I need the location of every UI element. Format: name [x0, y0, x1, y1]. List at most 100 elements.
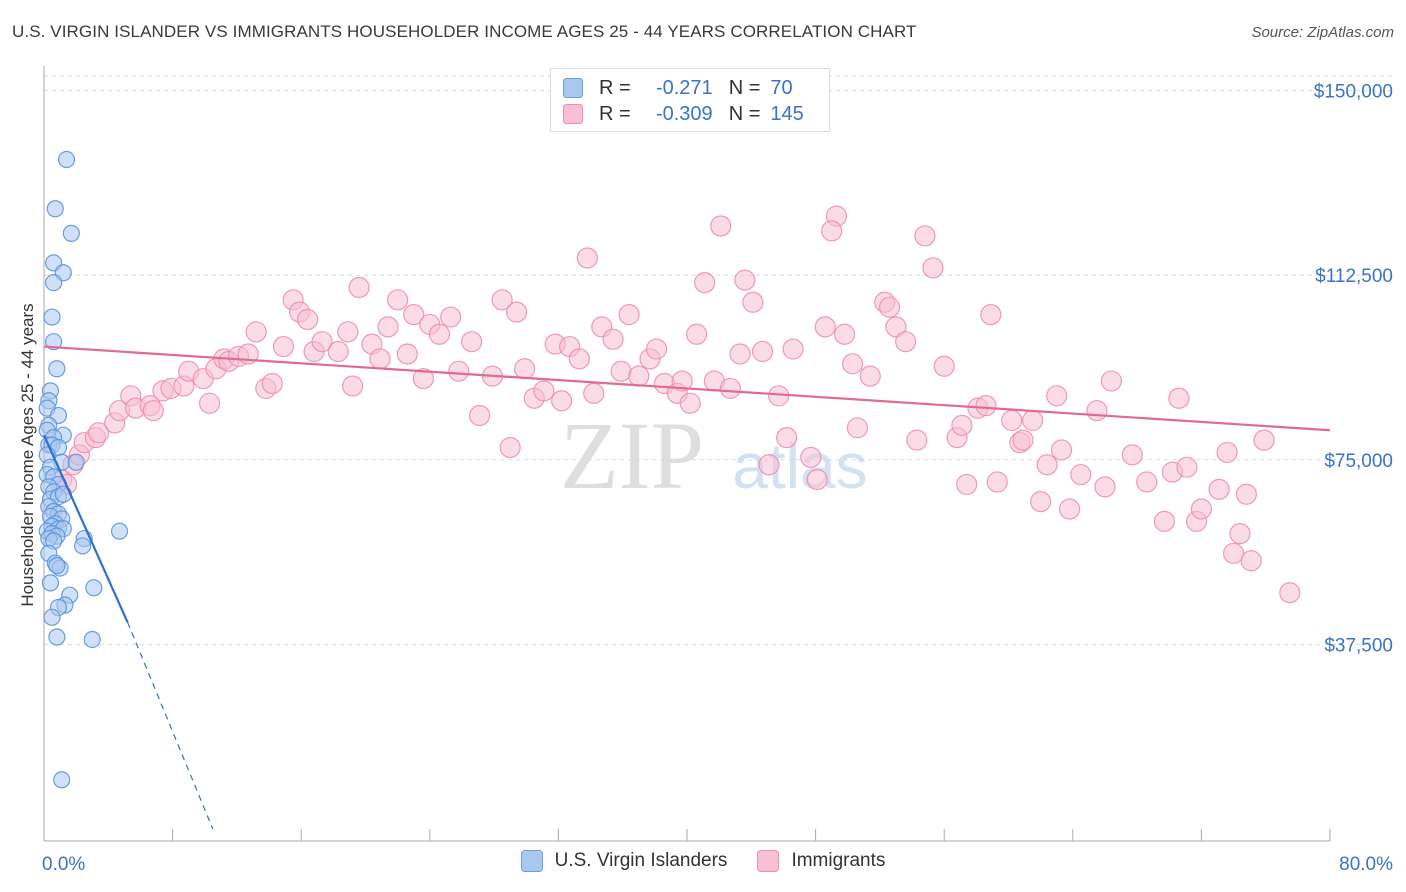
- point-immigrants: [1036, 454, 1058, 476]
- point-immigrants: [88, 422, 110, 444]
- point-immigrants: [1022, 409, 1044, 432]
- series-swatch-blue: [520, 850, 543, 872]
- point-immigrants: [833, 323, 856, 345]
- point-immigrants: [986, 471, 1008, 493]
- series-legend-item-immigrants[interactable]: Immigrants: [757, 850, 885, 872]
- legend-n-label: N =: [728, 102, 761, 125]
- x-tick-label: 80.0%: [1339, 854, 1393, 875]
- point-immigrants: [377, 316, 399, 338]
- watermark-atlas: atlas: [732, 430, 867, 502]
- point-immigrants: [914, 225, 936, 247]
- point-virgin-islanders: [41, 574, 60, 592]
- point-immigrants: [272, 335, 295, 358]
- point-immigrants: [142, 399, 164, 422]
- point-immigrants: [576, 247, 598, 269]
- point-immigrants: [671, 370, 693, 392]
- legend-row-virgin-islanders: R = -0.271 N = 70: [563, 77, 793, 99]
- point-immigrants: [729, 343, 751, 365]
- point-virgin-islanders: [67, 453, 85, 471]
- y-tick-label: $150,000: [1314, 82, 1393, 103]
- series-legend: U.S. Virgin Islanders Immigrants: [0, 850, 1406, 872]
- series-legend-item-virgin-islanders[interactable]: U.S. Virgin Islanders: [520, 850, 728, 872]
- point-immigrants: [448, 360, 470, 382]
- point-immigrants: [859, 365, 881, 387]
- point-immigrants: [1208, 478, 1230, 500]
- point-immigrants: [337, 321, 359, 343]
- point-immigrants: [568, 348, 590, 370]
- point-immigrants: [618, 303, 640, 326]
- point-virgin-islanders: [48, 360, 66, 378]
- legend-r-label: R =: [599, 76, 631, 99]
- point-virgin-islanders: [48, 628, 66, 646]
- point-immigrants: [369, 348, 391, 370]
- point-immigrants: [782, 338, 804, 360]
- point-virgin-islanders: [48, 557, 66, 575]
- point-immigrants: [261, 372, 283, 395]
- x-tick-label: 0.0%: [42, 854, 85, 875]
- watermark: ZIP atlas: [560, 402, 868, 509]
- point-immigrants: [1168, 387, 1190, 409]
- point-immigrants: [895, 331, 917, 353]
- point-immigrants: [1121, 444, 1143, 466]
- point-virgin-islanders: [62, 224, 80, 242]
- point-immigrants: [1050, 439, 1073, 461]
- point-immigrants: [428, 323, 451, 345]
- y-tick-label: $37,500: [1324, 635, 1393, 656]
- point-immigrants: [885, 316, 907, 338]
- point-immigrants: [719, 377, 742, 400]
- point-immigrants: [245, 321, 267, 343]
- point-immigrants: [469, 404, 491, 427]
- legend-r-value: -0.271: [655, 76, 713, 99]
- point-immigrants: [403, 303, 425, 326]
- legend-n-value: 145: [770, 102, 804, 125]
- y-tick-label: $75,000: [1324, 451, 1393, 472]
- point-virgin-islanders: [43, 608, 61, 626]
- point-virgin-islanders: [53, 771, 71, 789]
- series-label: U.S. Virgin Islanders: [554, 850, 728, 871]
- series-swatch-pink: [757, 850, 780, 872]
- point-immigrants: [1100, 370, 1122, 392]
- point-immigrants: [975, 395, 997, 417]
- legend-swatch-blue: [563, 78, 583, 98]
- point-immigrants: [198, 392, 221, 414]
- point-immigrants: [1001, 409, 1023, 432]
- point-immigrants: [348, 276, 370, 299]
- point-immigrants: [1253, 429, 1275, 451]
- point-immigrants: [1216, 441, 1238, 464]
- point-immigrants: [1176, 456, 1198, 478]
- point-immigrants: [297, 308, 319, 331]
- point-immigrants: [1046, 385, 1068, 407]
- point-immigrants: [610, 360, 632, 382]
- point-immigrants: [1279, 582, 1301, 604]
- legend-n-label: N =: [728, 76, 761, 99]
- point-immigrants: [583, 382, 605, 404]
- point-immigrants: [514, 358, 536, 380]
- point-immigrants: [1190, 498, 1213, 520]
- point-immigrants: [980, 303, 1002, 326]
- legend-swatch-pink: [563, 104, 583, 124]
- point-virgin-islanders: [83, 630, 101, 649]
- watermark-zip: ZIP: [560, 402, 704, 509]
- legend-r-value: -0.309: [655, 102, 713, 125]
- point-immigrants: [841, 353, 864, 375]
- point-immigrants: [686, 323, 708, 345]
- point-immigrants: [1235, 483, 1258, 505]
- point-immigrants: [551, 390, 573, 412]
- point-immigrants: [440, 306, 462, 328]
- point-immigrants: [906, 429, 928, 451]
- point-immigrants: [533, 380, 555, 402]
- legend-r-label: R =: [599, 102, 631, 125]
- trend-line-virgin-islanders-extension: [127, 622, 214, 830]
- point-virgin-islanders: [73, 537, 92, 555]
- point-immigrants: [933, 355, 955, 377]
- point-immigrants: [628, 365, 650, 387]
- point-immigrants: [922, 257, 944, 279]
- point-immigrants: [751, 340, 774, 363]
- trend-line-immigrants: [43, 345, 1331, 432]
- point-immigrants: [1222, 542, 1245, 564]
- point-immigrants: [342, 375, 364, 397]
- point-immigrants: [956, 473, 978, 496]
- point-immigrants: [806, 468, 828, 491]
- point-immigrants: [1058, 498, 1081, 520]
